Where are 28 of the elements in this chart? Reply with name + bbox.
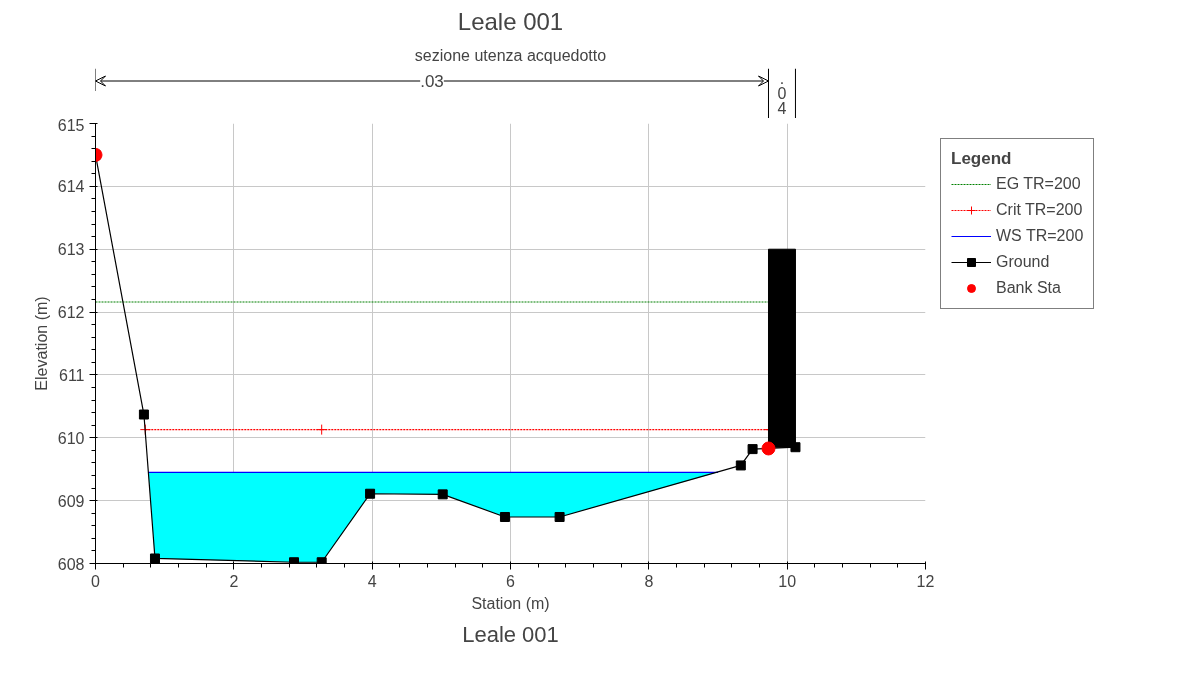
y-axis-title: Elevation (m) xyxy=(32,296,50,391)
x-tick-label: 4 xyxy=(367,572,377,590)
y-tick-label: 611 xyxy=(58,366,85,384)
chart-title: Leale 001 xyxy=(457,7,564,35)
x-tick-label: 2 xyxy=(229,572,239,590)
legend-label: Ground xyxy=(996,253,1050,271)
chart-subtitle: sezione utenza acquedotto xyxy=(414,46,607,64)
y-tick-label: 608 xyxy=(57,555,85,573)
x-tick-label: 8 xyxy=(644,572,654,590)
x-axis-title: Station (m) xyxy=(471,594,550,612)
y-tick-label: 610 xyxy=(57,429,85,447)
legend-label: WS TR=200 xyxy=(996,227,1084,245)
text: .03 xyxy=(420,72,444,91)
x-tick-label: 6 xyxy=(506,572,516,590)
text: Leale 001 xyxy=(462,621,559,647)
y-tick-label: 612 xyxy=(57,304,85,322)
text: .04 xyxy=(777,69,787,118)
legend-label: EG TR=200 xyxy=(996,175,1081,193)
y-tick-label: 615 xyxy=(57,116,85,134)
x-tick-label: 10 xyxy=(778,572,797,590)
legend-label: Bank Sta xyxy=(996,279,1061,297)
x-tick-label: 12 xyxy=(916,572,935,590)
legend-label: Crit TR=200 xyxy=(996,201,1083,219)
x-tick-label: 0 xyxy=(91,572,101,590)
y-tick-label: 613 xyxy=(57,241,85,259)
y-tick-label: 609 xyxy=(57,492,85,510)
legend-title: Legend xyxy=(951,149,1013,169)
y-tick-label: 614 xyxy=(57,178,85,196)
